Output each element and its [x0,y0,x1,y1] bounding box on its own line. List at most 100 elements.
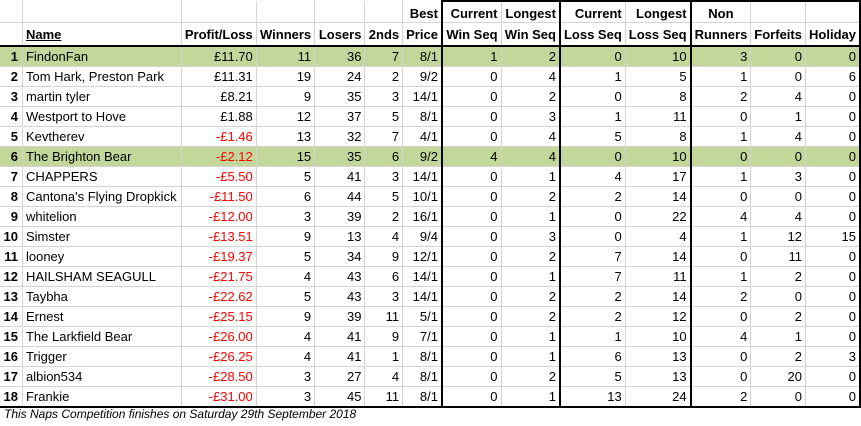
current-loss-seq-cell: 0 [559,226,626,247]
winners-cell: 12 [256,106,316,127]
current-loss-seq-cell: 2 [559,186,626,207]
longest-win-seq-cell: 2 [501,366,561,387]
profit-loss-cell: -£12.00 [181,206,257,227]
holiday-cell: 0 [805,166,861,187]
holiday-header-top [805,0,861,23]
non-runners-cell: 1 [690,126,752,147]
player-name-cell: Kevtherev [22,126,182,147]
profit-loss-cell: £11.70 [181,45,257,67]
longest-loss-seq-cell: 13 [625,346,692,367]
seconds-cell: 1 [364,346,404,367]
losers-cell: 39 [314,306,366,327]
player-name-cell: HAILSHAM SEAGULL [22,266,182,287]
forfeits-cell: 0 [750,186,806,207]
table-header: Best Current Longest Current Longest Non… [0,0,861,47]
winners-cell: 9 [256,226,316,247]
best-price-header: Price [402,22,443,47]
profit-loss-header-top [181,1,257,23]
non-runners-cell: 4 [690,206,752,227]
profit-loss-cell: -£22.62 [181,286,257,307]
profit-loss-cell: -£31.00 [181,386,257,408]
rank-cell: 4 [0,106,23,127]
rank-cell: 1 [0,45,23,67]
longest-win-seq-cell: 2 [501,246,561,267]
rank-cell: 10 [0,226,23,247]
holiday-cell: 0 [805,266,861,287]
longest-loss-seq-cell: 17 [625,166,692,187]
current-win-seq-cell: 0 [440,266,502,287]
current-win-seq-cell: 0 [440,166,502,187]
longest-win-seq-cell: 1 [501,386,561,408]
holiday-cell: 0 [805,146,861,167]
best-price-cell: 8/1 [402,45,443,67]
table-row: 12 HAILSHAM SEAGULL -£21.75 4 43 6 14/1 0 1 7 11 1 2… [0,266,861,287]
forfeits-cell: 0 [750,66,806,87]
winners-cell: 5 [256,246,316,267]
current-win-seq-cell: 0 [440,246,502,267]
longest-win-header-top: Longest [501,0,561,23]
losers-cell: 41 [314,166,366,187]
longest-loss-seq-cell: 13 [625,366,692,387]
non-runners-cell: 3 [690,45,752,67]
seconds-cell: 9 [364,246,404,267]
non-runners-cell: 1 [690,226,752,247]
longest-loss-seq-cell: 8 [625,86,692,107]
forfeits-cell: 2 [750,306,806,327]
player-name-cell: FindonFan [22,45,182,67]
player-name-cell: whitelion [22,206,182,227]
holiday-cell: 0 [805,45,861,67]
losers-cell: 44 [314,186,366,207]
best-price-cell: 9/2 [402,66,443,87]
holiday-cell: 0 [805,186,861,207]
rank-cell: 12 [0,266,23,287]
player-name-cell: Cantona's Flying Dropkick [22,186,182,207]
current-loss-seq-cell: 4 [559,166,626,187]
player-name-cell: albion534 [22,366,182,387]
rank-cell: 7 [0,166,23,187]
current-win-seq-cell: 0 [440,86,502,107]
winners-cell: 5 [256,286,316,307]
losers-cell: 36 [314,45,366,67]
longest-loss-header-top: Longest [625,0,692,23]
best-price-cell: 5/1 [402,306,443,327]
longest-win-seq-cell: 4 [501,146,561,167]
forfeits-cell: 1 [750,106,806,127]
current-loss-header-top: Current [559,0,626,23]
current-win-seq-cell: 1 [440,45,502,67]
forfeits-cell: 1 [750,326,806,347]
holiday-cell: 6 [805,66,861,87]
current-win-header: Win Seq [440,22,502,47]
naps-results-table: Best Current Longest Current Longest Non… [0,0,861,408]
profit-loss-cell: £1.88 [181,106,257,127]
longest-loss-seq-cell: 10 [625,45,692,67]
longest-win-seq-cell: 2 [501,286,561,307]
player-name-cell: Westport to Hove [22,106,182,127]
forfeits-cell: 4 [750,206,806,227]
best-price-cell: 12/1 [402,246,443,267]
losers-header-top [314,1,366,23]
profit-loss-cell: -£1.46 [181,126,257,147]
table-row: 7 CHAPPERS -£5.50 5 41 3 14/1 0 1 4 17 1 3 0 [0,166,861,187]
longest-win-seq-cell: 1 [501,346,561,367]
current-win-seq-cell: 0 [440,346,502,367]
winners-cell: 13 [256,126,316,147]
best-price-header-top: Best [402,1,443,23]
seconds-cell: 3 [364,166,404,187]
forfeits-cell: 4 [750,86,806,107]
seconds-header-top [364,1,404,23]
non-runners-cell: 0 [690,366,752,387]
seconds-cell: 6 [364,266,404,287]
longest-win-seq-cell: 2 [501,306,561,327]
longest-win-seq-cell: 2 [501,45,561,67]
seconds-cell: 11 [364,386,404,408]
longest-loss-seq-cell: 14 [625,186,692,207]
losers-cell: 34 [314,246,366,267]
rank-cell: 14 [0,306,23,327]
rank-cell: 18 [0,386,23,408]
holiday-cell: 0 [805,246,861,267]
table-row: 13 Taybha -£22.62 5 43 3 14/1 0 2 2 14 2 0 0 [0,286,861,307]
rank-cell: 15 [0,326,23,347]
current-loss-seq-cell: 7 [559,246,626,267]
player-name-cell: Simster [22,226,182,247]
profit-loss-cell: -£13.51 [181,226,257,247]
